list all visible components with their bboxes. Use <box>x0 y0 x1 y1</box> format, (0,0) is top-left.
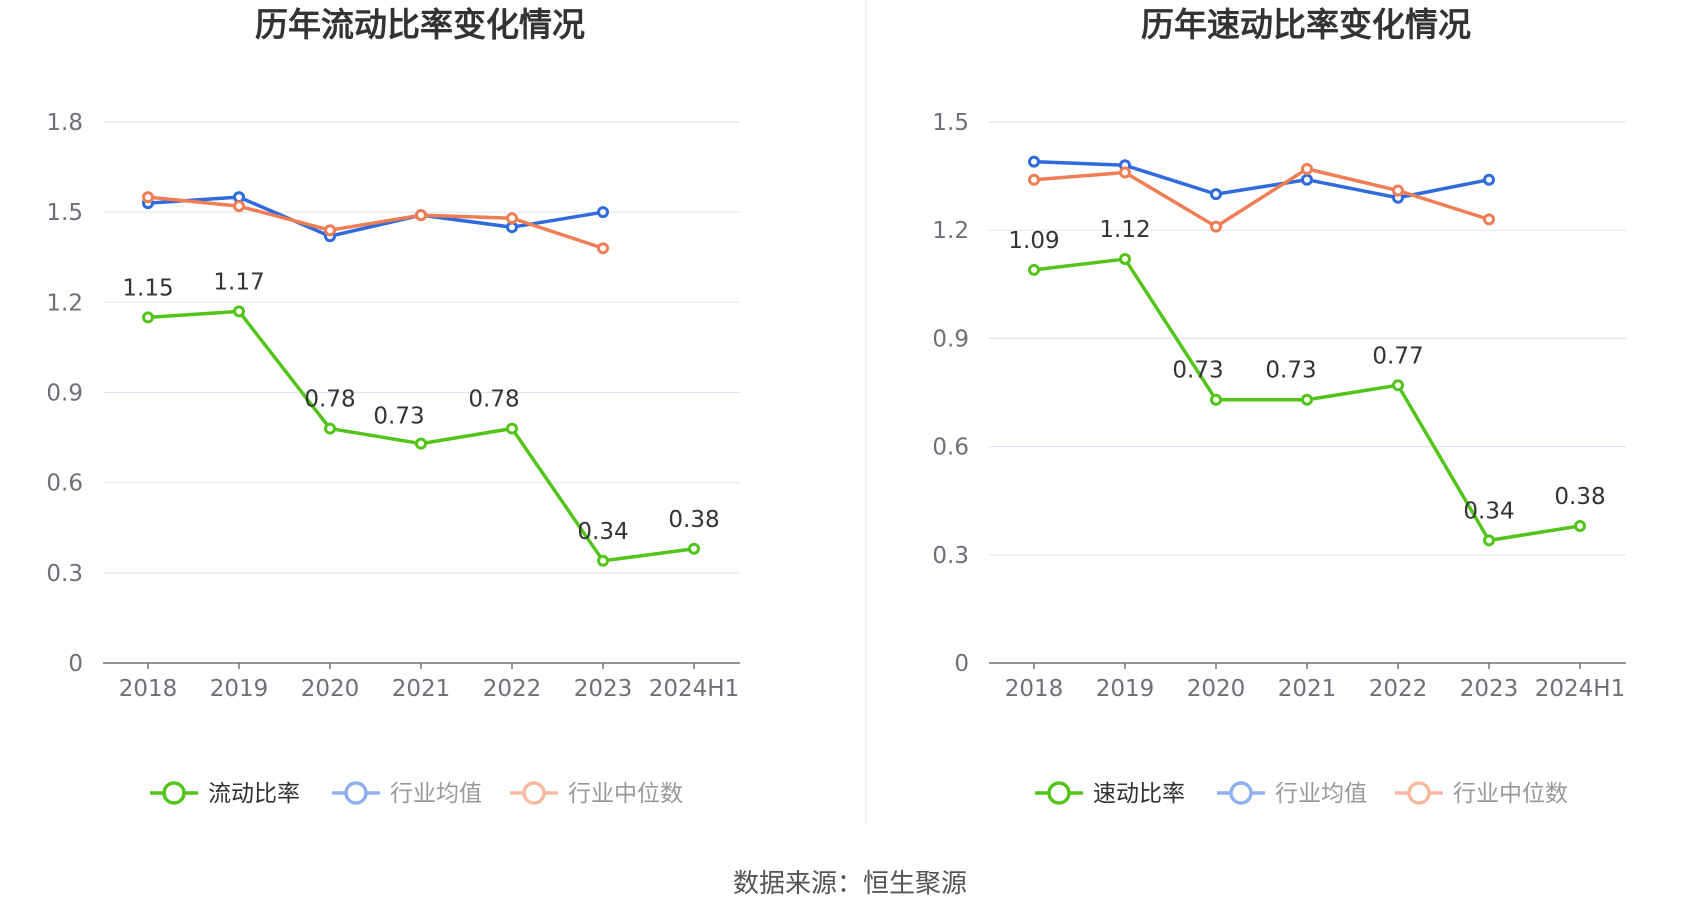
legend-label: 行业均值 <box>390 781 482 807</box>
data-point <box>688 542 700 555</box>
data-label: 0.73 <box>1265 358 1316 384</box>
data-label: 0.78 <box>468 387 519 413</box>
data-point <box>233 305 245 318</box>
data-source-caption: 数据来源：恒生聚源 <box>733 869 967 899</box>
data-point <box>506 212 518 225</box>
y-tick-label: 0 <box>68 651 83 677</box>
y-tick-label: 0.3 <box>932 543 969 569</box>
data-point <box>597 554 609 567</box>
data-point <box>1210 393 1222 406</box>
y-tick-label: 0.9 <box>46 381 83 407</box>
data-point <box>1028 263 1040 276</box>
legend-marker-icon <box>1407 781 1431 805</box>
data-point <box>506 422 518 435</box>
x-tick-label: 2022 <box>1369 676 1428 702</box>
data-point <box>1210 188 1222 201</box>
data-point <box>415 437 427 450</box>
data-label: 0.38 <box>1554 484 1605 510</box>
series-line-2 <box>1033 167 1490 229</box>
legend-marker-icon <box>344 781 368 805</box>
y-tick-label: 0.6 <box>46 471 83 497</box>
series-line-1 <box>1033 159 1490 200</box>
legend-label: 速动比率 <box>1093 781 1185 807</box>
data-point <box>324 224 336 237</box>
data-point <box>1301 173 1313 186</box>
data-point <box>1483 173 1495 186</box>
data-point <box>1483 534 1495 547</box>
data-point <box>1574 519 1586 532</box>
x-tick-label: 2019 <box>1096 676 1155 702</box>
data-point <box>1392 184 1404 197</box>
data-point <box>415 209 427 222</box>
current-ratio-chart: 历年流动比率变化情况 0 0.3 0.6 0.9 1.2 1.5 1.8 2018 2019 202… <box>46 5 740 807</box>
y-tick-label: 0.9 <box>932 326 969 352</box>
quick-ratio-chart: 历年速动比率变化情况 0 0.3 0.6 0.9 1.2 1.5 2018 2019 2020 20… <box>932 5 1626 807</box>
data-label: 1.17 <box>213 269 264 295</box>
y-tick-label: 1.5 <box>46 200 83 226</box>
x-tick-label: 2020 <box>301 676 360 702</box>
x-tick-label: 2021 <box>392 676 451 702</box>
data-point <box>597 242 609 255</box>
data-point <box>597 206 609 219</box>
data-label: 0.34 <box>1463 498 1514 524</box>
data-point <box>1483 213 1495 226</box>
x-tick-label: 2020 <box>1187 676 1246 702</box>
legend-label: 流动比率 <box>208 781 300 807</box>
data-point <box>142 311 154 324</box>
data-point <box>233 200 245 213</box>
data-point <box>142 191 154 204</box>
x-tick-label: 2018 <box>1005 676 1064 702</box>
chart-title: 历年流动比率变化情况 <box>255 5 585 44</box>
x-tick-label: 2021 <box>1278 676 1337 702</box>
data-label: 0.34 <box>577 519 628 545</box>
x-tick-label: 2023 <box>574 676 633 702</box>
x-tick-label: 2023 <box>1460 676 1519 702</box>
x-tick-label: 2024H1 <box>1535 676 1625 702</box>
data-point <box>1119 253 1131 266</box>
data-point <box>1028 173 1040 186</box>
data-label: 1.09 <box>1008 228 1059 254</box>
data-point <box>1119 166 1131 179</box>
legend-label: 行业中位数 <box>568 781 683 807</box>
data-label: 0.73 <box>373 404 424 430</box>
series-line-2 <box>147 195 604 250</box>
data-point <box>1028 155 1040 168</box>
x-tick-label: 2019 <box>210 676 269 702</box>
data-label: 0.38 <box>668 507 719 533</box>
data-point <box>1210 220 1222 233</box>
y-tick-label: 1.5 <box>932 110 969 136</box>
data-point <box>1301 162 1313 175</box>
y-tick-label: 1.8 <box>46 110 83 136</box>
legend-marker-icon <box>1229 781 1253 805</box>
data-point <box>324 422 336 435</box>
data-label: 0.73 <box>1172 358 1223 384</box>
x-tick-label: 2022 <box>483 676 542 702</box>
x-tick-label: 2024H1 <box>649 676 739 702</box>
data-label: 1.15 <box>122 275 173 301</box>
y-tick-label: 1.2 <box>46 290 83 316</box>
x-tick-label: 2018 <box>119 676 178 702</box>
y-tick-label: 1.2 <box>932 218 969 244</box>
legend-marker-icon <box>522 781 546 805</box>
data-point <box>1301 393 1313 406</box>
data-label: 0.78 <box>304 387 355 413</box>
legend-marker-icon <box>1047 781 1071 805</box>
data-label: 0.77 <box>1372 343 1423 369</box>
legend-label: 行业中位数 <box>1453 781 1568 807</box>
legend-label: 行业均值 <box>1275 781 1367 807</box>
data-label: 1.12 <box>1099 217 1150 243</box>
data-point <box>1392 379 1404 392</box>
y-tick-label: 0 <box>954 651 969 677</box>
y-tick-label: 0.6 <box>932 435 969 461</box>
legend-marker-icon <box>162 781 186 805</box>
chart-title: 历年速动比率变化情况 <box>1141 5 1471 44</box>
y-tick-label: 0.3 <box>46 561 83 587</box>
